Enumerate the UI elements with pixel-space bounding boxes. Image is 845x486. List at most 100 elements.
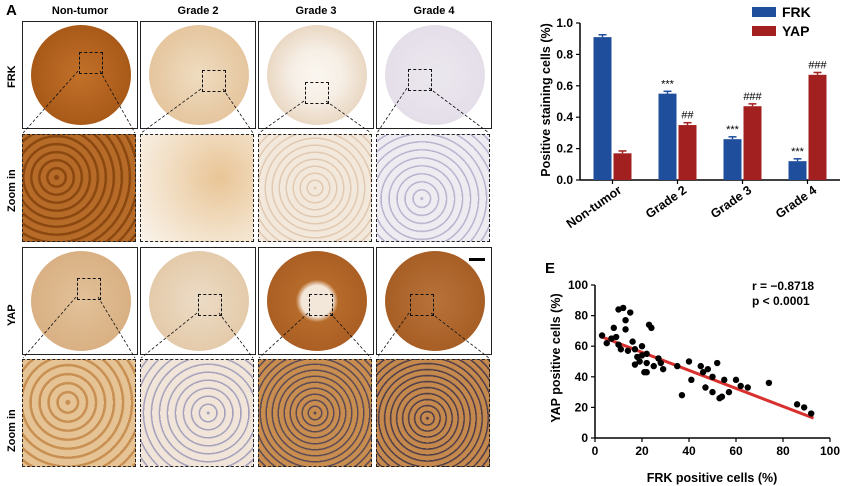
scatter-point — [732, 376, 740, 384]
scatter-point — [638, 343, 646, 350]
yap-grade-2-tile — [140, 247, 256, 355]
scatter-point — [603, 339, 610, 347]
yap-non-tumor-tile — [22, 247, 138, 355]
scatter-point — [659, 365, 667, 373]
scatter-chart: YAP positive cells (%) FRK positive cell… — [549, 278, 840, 485]
scatter-stat-r: r = −0.8718 — [752, 279, 814, 293]
scatter-x-tick-label: 80 — [776, 444, 790, 458]
yap-non-tumor-zoom-box — [77, 278, 101, 300]
legend-swatch-yap — [752, 26, 776, 36]
scatter-point — [765, 379, 773, 387]
scatter-x-tick-label: 100 — [820, 444, 840, 458]
scatter-point — [709, 373, 716, 380]
scatter-point — [800, 404, 808, 411]
connector-line — [22, 70, 79, 134]
yap-grade-2-zoom-box — [198, 294, 222, 316]
scatter-y-tick-label: 0 — [581, 431, 588, 445]
connector-line — [140, 88, 202, 134]
yap-grade-4-zoom-box — [410, 294, 434, 316]
bar-yap — [678, 125, 697, 180]
significance-annotation: *** — [791, 146, 805, 158]
bar-y-tick-label: 0.8 — [556, 47, 573, 61]
scatter-point — [725, 388, 733, 396]
frk-non-tumor-zoom-box — [79, 52, 103, 74]
zoom-connector-lines — [22, 70, 490, 359]
scatter-point — [636, 358, 643, 365]
frk-non-tumor-tile — [22, 21, 138, 129]
connector-line — [430, 312, 490, 359]
yap-grade-2-zoom — [140, 359, 254, 467]
connector-line — [428, 87, 490, 134]
scatter-point — [674, 362, 681, 370]
bar-category-label: Grade 4 — [773, 183, 819, 221]
bar-chart-bars: *** ## *** ### *** ### — [593, 34, 828, 180]
frk-grade-4-zoom — [376, 134, 490, 242]
yap-grade-4-tissue — [385, 251, 485, 351]
scatter-point — [657, 359, 664, 367]
scatter-point — [631, 346, 639, 353]
scatter-point — [617, 346, 625, 353]
frk-grade-4-tile — [376, 21, 492, 129]
bar-frk — [788, 161, 807, 180]
column-header-grade-4: Grade 4 — [413, 5, 455, 17]
scatter-point — [643, 350, 650, 358]
panel-e-letter: E — [545, 260, 556, 277]
scatter-point — [622, 316, 629, 324]
bar-frk — [593, 37, 612, 180]
yap-grade-3-zoom — [258, 359, 372, 467]
legend-swatch-frk — [752, 7, 776, 17]
scatter-x-tick-label: 0 — [592, 444, 599, 458]
frk-grade-3-zoom-box — [305, 82, 329, 104]
bar-yap — [743, 106, 762, 180]
scatter-point — [650, 362, 657, 370]
scatter-point — [744, 384, 751, 391]
yap-grade-4-zoom — [376, 359, 490, 467]
connector-line — [258, 312, 309, 359]
scatter-point — [808, 410, 815, 417]
scatter-point — [678, 391, 686, 399]
scatter-point — [629, 338, 636, 345]
frk-non-tumor-tissue — [31, 25, 131, 125]
scatter-point — [627, 309, 634, 316]
scatter-y-tick-label: 60 — [575, 339, 589, 353]
legend-label-yap: YAP — [782, 23, 810, 39]
scatter-point — [648, 324, 655, 332]
scatter-y-tick-label: 100 — [568, 278, 588, 292]
scatter-ylabel: YAP positive cells (%) — [549, 293, 563, 422]
significance-annotation: *** — [661, 78, 675, 90]
bar-y-tick-label: 0.4 — [556, 110, 573, 124]
connector-line — [22, 296, 77, 359]
scatter-point — [704, 365, 711, 373]
frk-grade-2-zoom — [140, 134, 254, 242]
bar-chart-ylabel: Positive staining cells (%) — [539, 23, 553, 177]
bar-yap — [613, 153, 632, 180]
legend-label-frk: FRK — [782, 4, 811, 20]
scatter-x-tick-label: 20 — [635, 444, 649, 458]
scatter-point — [622, 326, 629, 333]
connector-line — [258, 100, 305, 134]
significance-annotation: ## — [681, 110, 694, 122]
scatter-point — [598, 332, 606, 339]
significance-annotation: *** — [726, 124, 740, 136]
scatter-point — [624, 347, 632, 354]
scatter-point — [688, 376, 695, 384]
bar-frk — [723, 139, 742, 180]
frk-grade-2-tile — [140, 21, 256, 129]
scatter-y-tick-label: 20 — [575, 400, 589, 414]
scatter-points — [598, 304, 815, 420]
bar-category-label: Non-tumor — [564, 183, 624, 231]
significance-annotation: ### — [808, 59, 827, 71]
yap-grade-3-tissue — [267, 251, 367, 351]
panel-a-letter: A — [6, 2, 17, 19]
scatter-point — [737, 382, 744, 390]
frk-grade-3-tile — [258, 21, 374, 129]
scatter-point — [718, 393, 726, 400]
scatter-stat-p: p < 0.0001 — [752, 294, 810, 308]
bar-frk — [658, 93, 677, 180]
connector-line — [376, 312, 410, 359]
bar-category-label: Grade 3 — [708, 183, 754, 221]
column-header-non-tumor: Non-tumor — [51, 5, 109, 17]
scatter-xlabel: FRK positive cells (%) — [647, 471, 778, 485]
frk-grade-2-zoom-box — [202, 70, 226, 92]
yap-grade-3-tile — [258, 247, 374, 355]
